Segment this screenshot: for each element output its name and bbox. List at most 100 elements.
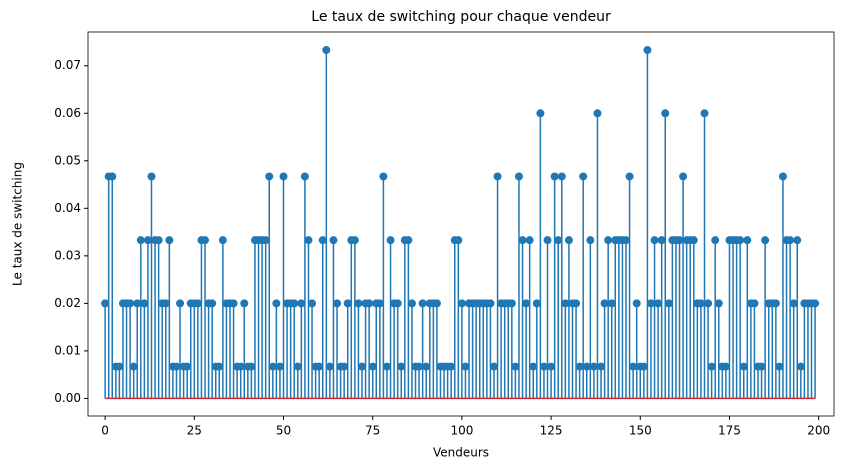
stem-marker bbox=[290, 299, 299, 308]
stem-marker bbox=[675, 236, 684, 245]
stem-marker bbox=[357, 362, 366, 371]
stem-marker bbox=[789, 299, 798, 308]
stem-marker bbox=[629, 362, 638, 371]
stem-marker bbox=[447, 362, 456, 371]
stem-marker bbox=[622, 236, 631, 245]
stem-marker bbox=[518, 236, 527, 245]
stem-marker bbox=[689, 236, 698, 245]
stem-marker bbox=[786, 236, 795, 245]
stem-marker bbox=[739, 362, 748, 371]
stem-marker bbox=[268, 362, 277, 371]
stem-marker bbox=[418, 299, 427, 308]
stem-marker bbox=[750, 299, 759, 308]
stem-marker bbox=[143, 236, 152, 245]
stem-marker bbox=[422, 362, 431, 371]
stem-marker bbox=[236, 362, 245, 371]
stem-marker bbox=[129, 362, 138, 371]
stem-marker bbox=[368, 362, 377, 371]
stem-marker bbox=[193, 299, 202, 308]
y-tick-label: 0.06 bbox=[54, 106, 81, 120]
stem-marker bbox=[407, 299, 416, 308]
stem-marker bbox=[432, 299, 441, 308]
stem-marker bbox=[365, 299, 374, 308]
stem-marker bbox=[700, 109, 709, 118]
stem-marker bbox=[539, 362, 548, 371]
stem-marker bbox=[561, 299, 570, 308]
stem-marker bbox=[557, 172, 566, 181]
stem-marker bbox=[350, 236, 359, 245]
plot-frame bbox=[87, 31, 835, 417]
stem-marker bbox=[696, 299, 705, 308]
y-tick-label: 0.05 bbox=[54, 153, 81, 167]
stem-marker bbox=[265, 172, 274, 181]
stem-marker bbox=[240, 299, 249, 308]
stem-marker bbox=[154, 236, 163, 245]
stem-marker bbox=[657, 236, 666, 245]
stem-marker bbox=[736, 236, 745, 245]
stem-marker bbox=[536, 109, 545, 118]
y-axis-label: Le taux de switching bbox=[11, 162, 25, 286]
x-tick-label: 200 bbox=[807, 424, 830, 438]
stem-marker bbox=[493, 172, 502, 181]
stem-marker bbox=[757, 362, 766, 371]
stem-marker bbox=[329, 236, 338, 245]
stem-marker bbox=[218, 236, 227, 245]
stem-marker bbox=[486, 299, 495, 308]
stem-marker bbox=[275, 362, 284, 371]
stem-marker bbox=[115, 362, 124, 371]
stem-marker bbox=[354, 299, 363, 308]
stem-marker bbox=[707, 362, 716, 371]
x-tick-label: 25 bbox=[187, 424, 202, 438]
stem-marker bbox=[340, 362, 349, 371]
x-tick-label: 100 bbox=[450, 424, 473, 438]
x-tick-label: 150 bbox=[629, 424, 652, 438]
stem-marker bbox=[165, 236, 174, 245]
stem-marker bbox=[490, 362, 499, 371]
stem-marker bbox=[507, 299, 516, 308]
stem-marker bbox=[343, 299, 352, 308]
stem-marker bbox=[793, 236, 802, 245]
stem-marker bbox=[140, 299, 149, 308]
stem-marker bbox=[593, 109, 602, 118]
stem-marker bbox=[397, 362, 406, 371]
stem-marker bbox=[511, 362, 520, 371]
stem-marker bbox=[279, 172, 288, 181]
stem-marker bbox=[293, 362, 302, 371]
stem-marker bbox=[415, 362, 424, 371]
stem-marker bbox=[654, 299, 663, 308]
stem-marker bbox=[704, 299, 713, 308]
stem-marker bbox=[771, 299, 780, 308]
y-tick-label: 0.01 bbox=[54, 343, 81, 357]
stem-marker bbox=[664, 299, 673, 308]
stem-marker bbox=[543, 236, 552, 245]
stem-marker bbox=[272, 299, 281, 308]
stem-marker bbox=[375, 299, 384, 308]
stem-marker bbox=[322, 46, 331, 55]
stem-marker bbox=[550, 172, 559, 181]
stem-marker bbox=[183, 362, 192, 371]
stem-marker bbox=[564, 236, 573, 245]
stem-marker bbox=[136, 236, 145, 245]
stem-marker bbox=[172, 362, 181, 371]
stem-marker bbox=[308, 299, 317, 308]
stem-marker bbox=[625, 172, 634, 181]
stem-marker bbox=[607, 299, 616, 308]
stem-marker bbox=[215, 362, 224, 371]
stem-marker bbox=[811, 299, 820, 308]
stem-marker bbox=[318, 236, 327, 245]
stem-marker bbox=[532, 299, 541, 308]
stem-marker bbox=[404, 236, 413, 245]
stem-marker bbox=[147, 172, 156, 181]
stem-marker bbox=[461, 362, 470, 371]
stem-marker bbox=[582, 362, 591, 371]
stem-marker bbox=[525, 236, 534, 245]
stem-marker bbox=[325, 362, 334, 371]
stem-marker bbox=[315, 362, 324, 371]
stem-marker bbox=[379, 172, 388, 181]
stem-marker bbox=[743, 236, 752, 245]
stem-marker bbox=[632, 299, 641, 308]
stem-marker bbox=[575, 362, 584, 371]
x-tick-label: 125 bbox=[540, 424, 563, 438]
stem-marker bbox=[304, 236, 313, 245]
